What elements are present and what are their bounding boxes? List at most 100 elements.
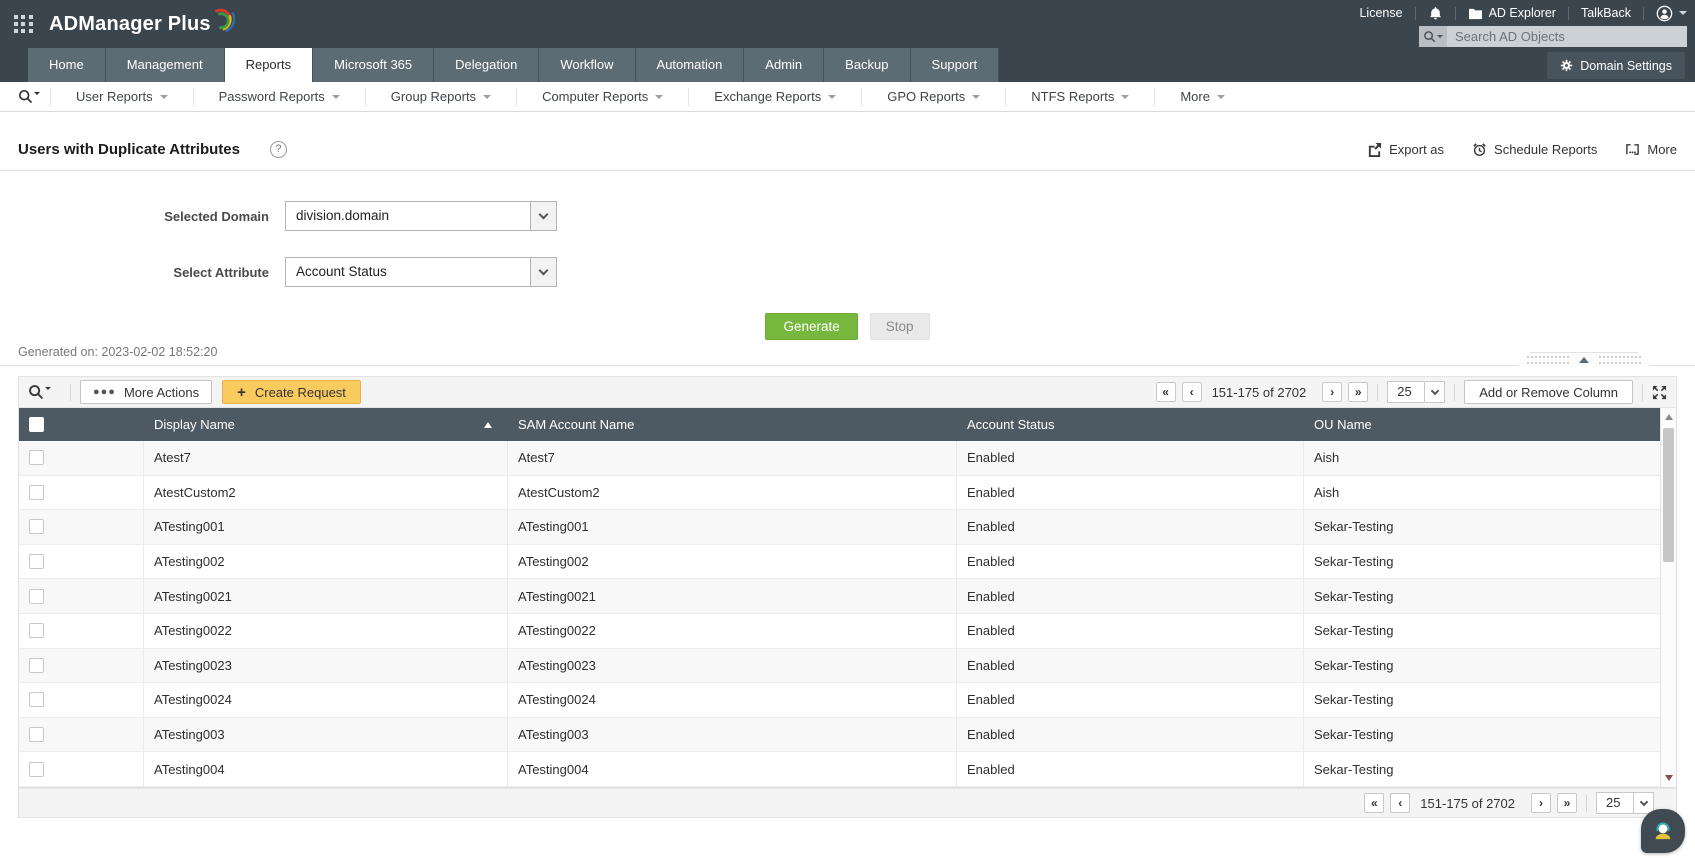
row-checkbox[interactable] xyxy=(29,588,44,604)
main-tab[interactable]: Management xyxy=(105,48,225,82)
scrollbar-thumb[interactable] xyxy=(1663,428,1674,562)
table-scrollbar[interactable] xyxy=(1660,408,1676,787)
scroll-up-arrow[interactable] xyxy=(1661,410,1676,424)
report-nav-item[interactable]: Exchange Reports xyxy=(688,87,861,106)
last-page-button[interactable]: » xyxy=(1348,382,1369,402)
attribute-select[interactable]: Account Status xyxy=(285,257,557,287)
separator xyxy=(1567,6,1569,20)
license-link[interactable]: License xyxy=(1359,6,1403,20)
report-search-icon[interactable] xyxy=(8,89,50,104)
footer-page-size-select[interactable]: 25 xyxy=(1596,792,1654,814)
row-checkbox[interactable] xyxy=(29,657,44,673)
expand-table-icon[interactable] xyxy=(1652,385,1667,400)
table-row[interactable]: ATesting004 ATesting004 Enabled Sekar-Te… xyxy=(19,752,1660,787)
user-account-menu[interactable] xyxy=(1656,5,1687,22)
table-row[interactable]: ATesting0022 ATesting0022 Enabled Sekar-… xyxy=(19,613,1660,649)
main-tab[interactable]: Support xyxy=(910,48,1000,82)
table-row[interactable]: ATesting003 ATesting003 Enabled Sekar-Te… xyxy=(19,717,1660,753)
ad-explorer-link[interactable]: AD Explorer xyxy=(1468,6,1556,20)
attribute-select-arrow[interactable] xyxy=(530,258,556,286)
table-search-icon[interactable] xyxy=(28,384,51,400)
stop-button[interactable]: Stop xyxy=(869,313,930,340)
column-header-display-name[interactable]: Display Name xyxy=(144,408,508,441)
footer-first-page-button[interactable]: « xyxy=(1364,793,1385,813)
table-row[interactable]: AtestCustom2 AtestCustom2 Enabled Aish xyxy=(19,475,1660,511)
main-tab[interactable]: Backup xyxy=(824,48,911,82)
next-page-button[interactable]: › xyxy=(1322,382,1343,402)
report-nav-item[interactable]: Password Reports xyxy=(192,87,365,106)
report-nav-item[interactable]: Computer Reports xyxy=(516,87,688,106)
main-tab[interactable]: Workflow xyxy=(539,48,636,82)
add-remove-column-label: Add or Remove Column xyxy=(1479,384,1618,400)
talkback-link[interactable]: TalkBack xyxy=(1580,6,1631,20)
table-row[interactable]: ATesting001 ATesting001 Enabled Sekar-Te… xyxy=(19,510,1660,545)
row-checkbox[interactable] xyxy=(29,450,44,466)
main-tab[interactable]: Reports xyxy=(224,48,314,82)
collapse-panel-handle[interactable] xyxy=(1518,352,1650,366)
support-chat-button[interactable] xyxy=(1641,809,1685,853)
row-checkbox[interactable] xyxy=(29,692,44,708)
main-tab[interactable]: Microsoft 365 xyxy=(313,48,435,82)
domain-select-arrow[interactable] xyxy=(530,202,556,230)
more-actions-menu[interactable]: More xyxy=(1625,142,1677,157)
first-page-button[interactable]: « xyxy=(1155,382,1176,402)
row-checkbox[interactable] xyxy=(29,484,44,500)
domain-select[interactable]: division.domain xyxy=(285,201,557,231)
dot-grip-icon xyxy=(1527,356,1569,364)
table-row[interactable]: Atest7 Atest7 Enabled Aish xyxy=(19,441,1660,476)
add-remove-column-button[interactable]: Add or Remove Column xyxy=(1464,380,1633,404)
footer-last-page-button[interactable]: » xyxy=(1557,793,1577,813)
schedule-reports-button[interactable]: Schedule Reports xyxy=(1472,142,1597,157)
domain-settings-button[interactable]: Domain Settings xyxy=(1547,52,1685,79)
page-size-select[interactable]: 25 xyxy=(1387,381,1446,403)
row-checkbox[interactable] xyxy=(29,554,44,570)
footer-next-page-button[interactable]: › xyxy=(1531,793,1551,813)
table-row[interactable]: ATesting002 ATesting002 Enabled Sekar-Te… xyxy=(19,544,1660,580)
main-tab-label: Workflow xyxy=(560,57,614,72)
report-nav-item[interactable]: User Reports xyxy=(50,87,193,106)
report-nav-item[interactable]: NTFS Reports xyxy=(1005,87,1154,106)
search-input[interactable] xyxy=(1447,29,1687,44)
row-checkbox[interactable] xyxy=(29,761,44,777)
scroll-down-arrow[interactable] xyxy=(1661,771,1676,785)
row-checkbox[interactable] xyxy=(29,519,44,535)
row-checkbox-cell xyxy=(19,752,144,786)
select-all-checkbox[interactable] xyxy=(29,417,44,432)
column-header-sam-account-name[interactable]: SAM Account Name xyxy=(508,408,957,441)
report-nav-item[interactable]: Group Reports xyxy=(364,87,516,106)
row-checkbox[interactable] xyxy=(29,623,44,639)
main-tab[interactable]: Automation xyxy=(635,48,745,82)
report-nav-item[interactable]: GPO Reports xyxy=(861,87,1005,106)
prev-page-button[interactable]: ‹ xyxy=(1181,382,1202,402)
table-row[interactable]: ATesting0021 ATesting0021 Enabled Sekar-… xyxy=(19,579,1660,614)
notifications-bell-icon[interactable] xyxy=(1428,6,1443,21)
create-request-button[interactable]: + Create Request xyxy=(222,380,361,404)
alarm-clock-icon xyxy=(1473,142,1486,156)
table-row[interactable]: ATesting0024 ATesting0024 Enabled Sekar-… xyxy=(19,683,1660,718)
page-actions: Export as Schedule Reports More xyxy=(1367,142,1677,157)
search-scope-icon[interactable] xyxy=(1419,26,1447,47)
main-tab[interactable]: Delegation xyxy=(434,48,540,82)
column-header-ou-name[interactable]: OU Name xyxy=(1304,408,1660,441)
apps-grid-icon[interactable] xyxy=(14,14,33,34)
table-footer: « ‹ 151-175 of 2702 › » 25 xyxy=(18,788,1677,818)
report-nav-item[interactable]: More xyxy=(1154,87,1250,106)
column-header-account-status[interactable]: Account Status xyxy=(957,408,1304,441)
help-icon[interactable]: ? xyxy=(269,140,287,158)
table-row[interactable]: ATesting0023 ATesting0023 Enabled Sekar-… xyxy=(19,648,1660,684)
cell-display-name: ATesting0022 xyxy=(144,613,508,648)
main-tab[interactable]: Home xyxy=(28,48,106,82)
export-as-button[interactable]: Export as xyxy=(1367,142,1444,157)
domain-select-value: division.domain xyxy=(296,208,390,223)
table-header-row: Display Name SAM Account Name Account St… xyxy=(19,408,1660,441)
main-tab[interactable]: Admin xyxy=(744,48,825,82)
app-logo[interactable]: ADManager Plus xyxy=(49,8,235,36)
logo-swoosh-icon xyxy=(207,5,235,33)
footer-prev-page-button[interactable]: ‹ xyxy=(1390,793,1411,813)
chevron-down-icon xyxy=(1216,94,1225,99)
generate-button[interactable]: Generate xyxy=(765,313,858,340)
row-checkbox[interactable] xyxy=(29,727,44,743)
more-actions-button[interactable]: ●●● More Actions xyxy=(80,380,213,404)
report-nav-item-label: Exchange Reports xyxy=(714,89,822,104)
separator xyxy=(1454,383,1456,401)
